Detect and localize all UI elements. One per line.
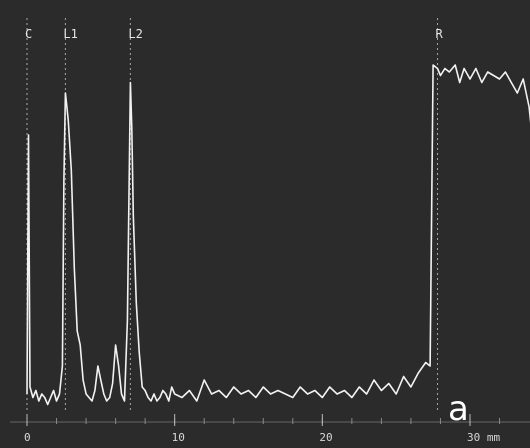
panel-letter: a [448,389,469,429]
x-tick-label: 10 [172,431,185,444]
marker-label-c: C [25,27,32,41]
x-axis: 0 10 20 30 mm [10,414,530,444]
x-tick-label: 0 [24,431,31,444]
marker-label-r: R [436,27,444,41]
marker-label-l1: L1 [63,27,77,41]
marker-label-l2: L2 [128,27,142,41]
x-tick-label: 20 [319,431,332,444]
x-tick-label: 30 mm [467,431,500,444]
trace-line-0 [26,64,530,406]
trace-layer [26,64,530,406]
